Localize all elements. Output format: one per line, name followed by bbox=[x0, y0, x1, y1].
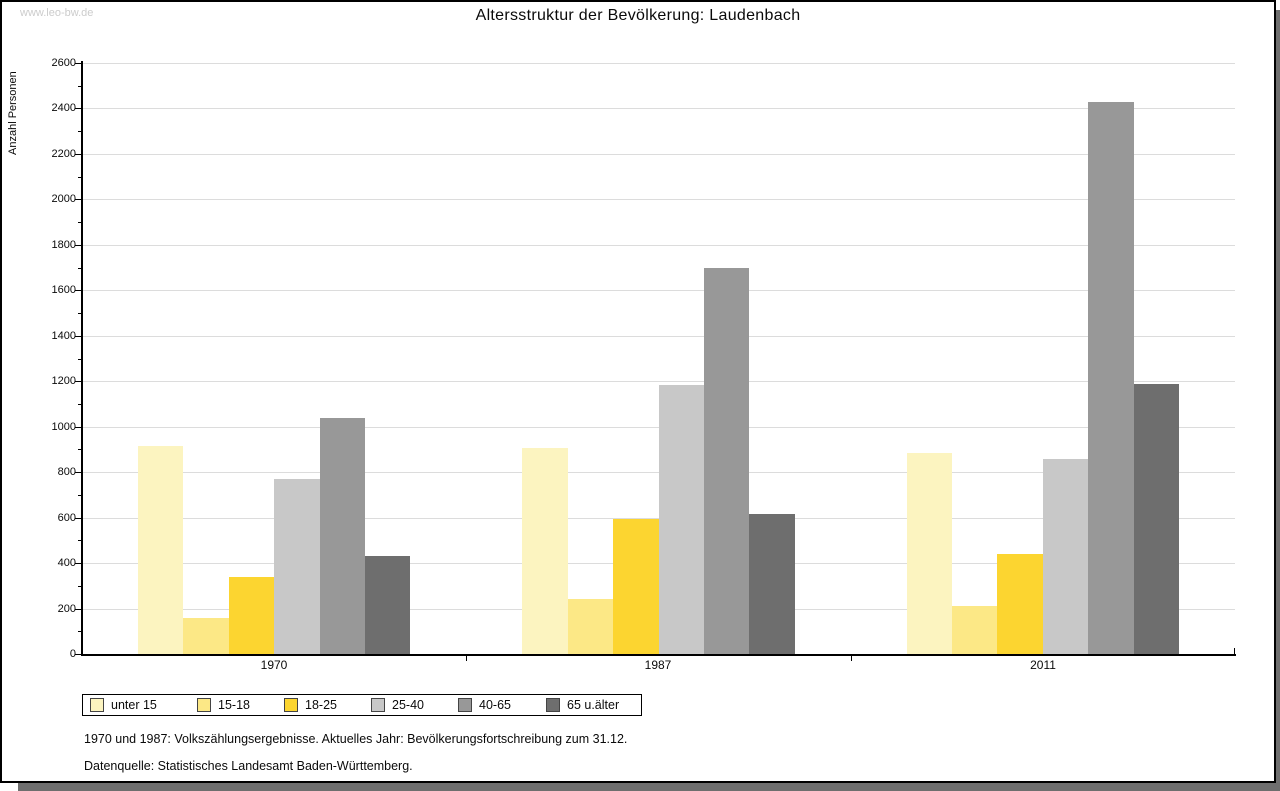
y-axis-title: Anzahl Personen bbox=[7, 71, 19, 155]
legend-label: 40-65 bbox=[479, 698, 511, 712]
legend-label: 25-40 bbox=[392, 698, 424, 712]
footnote-dataquelle: Datenquelle: Statistisches Landesamt Bad… bbox=[84, 759, 413, 773]
legend-swatch-icon bbox=[284, 698, 298, 712]
footnote-sources: 1970 und 1987: Volkszählungsergebnisse. … bbox=[84, 732, 628, 746]
y-tick-label: 2400 bbox=[51, 102, 76, 114]
y-tick-label: 0 bbox=[69, 648, 76, 660]
y-major-tick bbox=[75, 609, 82, 610]
y-minor-tick bbox=[78, 359, 82, 360]
y-tick-label: 400 bbox=[57, 557, 76, 569]
legend-swatch-icon bbox=[197, 698, 211, 712]
bar-1970-15-18 bbox=[183, 618, 229, 654]
x-boundary-tick bbox=[851, 656, 852, 661]
y-tick-label: 1800 bbox=[51, 239, 76, 251]
y-major-tick bbox=[75, 472, 82, 473]
y-gridline bbox=[83, 199, 1235, 200]
y-gridline bbox=[83, 108, 1235, 109]
y-major-tick bbox=[75, 427, 82, 428]
x-category-label: 1987 bbox=[644, 658, 672, 672]
y-major-tick bbox=[75, 336, 82, 337]
x-end-tick bbox=[1234, 648, 1235, 654]
bar-2011-15-18 bbox=[952, 606, 997, 654]
y-major-tick bbox=[75, 381, 82, 382]
bar-1970-18-25 bbox=[229, 577, 274, 654]
watermark-text: www.leo-bw.de bbox=[20, 7, 94, 19]
y-minor-tick bbox=[78, 268, 82, 269]
legend-swatch-icon bbox=[371, 698, 385, 712]
y-tick-label: 1400 bbox=[51, 330, 76, 342]
y-tick-label: 1600 bbox=[51, 284, 76, 296]
legend-label: unter 15 bbox=[111, 698, 157, 712]
y-major-tick bbox=[75, 245, 82, 246]
bar-2011-18-25 bbox=[997, 554, 1043, 654]
page-shadow-right bbox=[1276, 10, 1280, 791]
y-tick-label: 2600 bbox=[51, 57, 76, 69]
y-major-tick bbox=[75, 654, 82, 655]
y-minor-tick bbox=[78, 404, 82, 405]
bar-2011-unter-15 bbox=[907, 453, 952, 654]
y-minor-tick bbox=[78, 177, 82, 178]
y-minor-tick bbox=[78, 586, 82, 587]
y-major-tick bbox=[75, 518, 82, 519]
bar-1987-65-u.älter bbox=[749, 514, 795, 654]
page-shadow-bottom bbox=[18, 783, 1280, 791]
y-axis-line bbox=[81, 61, 83, 656]
y-gridline bbox=[83, 381, 1235, 382]
x-category-label: 1970 bbox=[260, 658, 288, 672]
y-gridline bbox=[83, 63, 1235, 64]
x-axis-line bbox=[81, 654, 1236, 656]
y-tick-label: 600 bbox=[57, 512, 76, 524]
y-gridline bbox=[83, 290, 1235, 291]
y-tick-label: 2000 bbox=[51, 193, 76, 205]
y-gridline bbox=[83, 154, 1235, 155]
y-minor-tick bbox=[78, 313, 82, 314]
bar-2011-65-u.älter bbox=[1134, 384, 1179, 654]
legend-label: 18-25 bbox=[305, 698, 337, 712]
y-minor-tick bbox=[78, 222, 82, 223]
x-category-label: 2011 bbox=[1030, 658, 1056, 672]
y-minor-tick bbox=[78, 495, 82, 496]
bar-1970-40-65 bbox=[320, 418, 365, 654]
y-minor-tick bbox=[78, 631, 82, 632]
legend-swatch-icon bbox=[90, 698, 104, 712]
legend-swatch-icon bbox=[458, 698, 472, 712]
bar-1970-unter-15 bbox=[138, 446, 183, 654]
legend-label: 15-18 bbox=[218, 698, 250, 712]
y-major-tick bbox=[75, 154, 82, 155]
y-tick-label: 200 bbox=[57, 603, 76, 615]
y-minor-tick bbox=[78, 86, 82, 87]
y-gridline bbox=[83, 336, 1235, 337]
legend-label: 65 u.älter bbox=[567, 698, 620, 712]
y-tick-label: 2200 bbox=[51, 148, 76, 160]
y-major-tick bbox=[75, 63, 82, 64]
bar-2011-25-40 bbox=[1043, 459, 1088, 654]
bar-1987-15-18 bbox=[568, 599, 613, 654]
bar-1970-65-u.älter bbox=[365, 556, 410, 654]
bar-1987-40-65 bbox=[704, 268, 749, 654]
bar-1987-18-25 bbox=[613, 519, 659, 654]
y-minor-tick bbox=[78, 449, 82, 450]
x-boundary-tick bbox=[466, 656, 467, 661]
legend-swatch-icon bbox=[546, 698, 560, 712]
y-gridline bbox=[83, 245, 1235, 246]
bar-1987-25-40 bbox=[659, 385, 704, 654]
y-tick-label: 800 bbox=[57, 466, 76, 478]
y-major-tick bbox=[75, 563, 82, 564]
chart-title: Altersstruktur der Bevölkerung: Laudenba… bbox=[475, 7, 801, 24]
bar-2011-40-65 bbox=[1088, 102, 1134, 654]
y-major-tick bbox=[75, 290, 82, 291]
legend-box: unter 15 15-18 18-25 25-40 40-65 65 u.älter bbox=[82, 694, 642, 716]
y-minor-tick bbox=[78, 131, 82, 132]
y-major-tick bbox=[75, 199, 82, 200]
y-tick-label: 1200 bbox=[51, 375, 76, 387]
y-minor-tick bbox=[78, 540, 82, 541]
bar-1970-25-40 bbox=[274, 479, 320, 654]
bar-1987-unter-15 bbox=[522, 448, 568, 654]
y-major-tick bbox=[75, 108, 82, 109]
y-tick-label: 1000 bbox=[51, 421, 76, 433]
